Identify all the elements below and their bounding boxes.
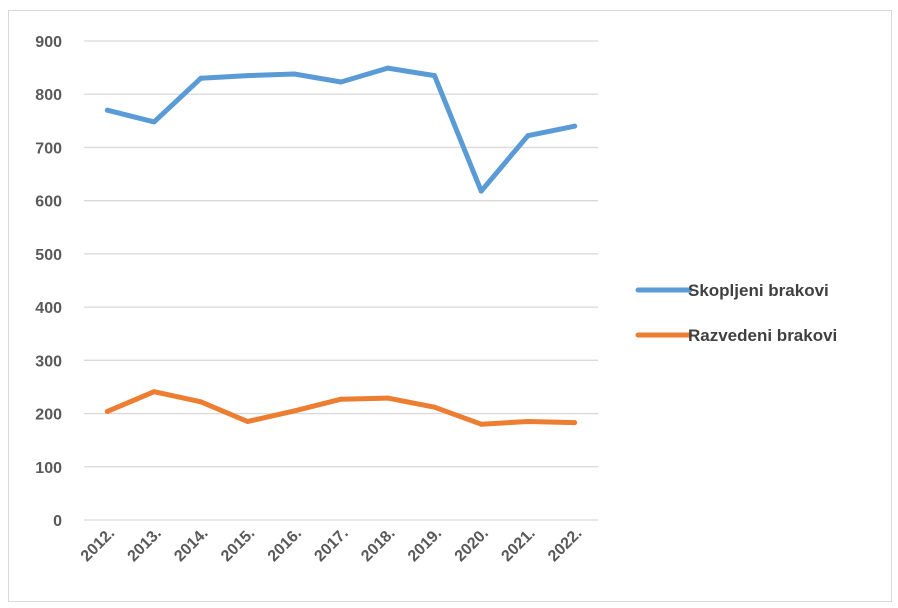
data-point [572, 123, 578, 129]
y-tick-label: 200 [35, 407, 62, 424]
y-tick-label: 500 [35, 247, 62, 264]
data-point [104, 107, 110, 113]
data-point [385, 65, 391, 71]
data-point [572, 420, 578, 426]
x-tick-label: 2017. [311, 525, 351, 565]
x-tick-label: 2020. [452, 525, 492, 565]
y-tick-label: 400 [35, 300, 62, 317]
legend: Skopljeni brakovi Razvedeni brakovi [635, 281, 837, 345]
legend-label: Skopljeni brakovi [688, 281, 829, 300]
data-point [291, 71, 297, 77]
data-point [198, 399, 204, 405]
series-lines [104, 65, 578, 427]
y-tick-label: 600 [35, 194, 62, 211]
data-point [525, 419, 531, 425]
x-tick-label: 2016. [265, 525, 305, 565]
series-line-2 [104, 389, 578, 427]
y-tick-label: 100 [35, 460, 62, 477]
data-point [151, 389, 157, 395]
x-tick-label: 2022. [545, 525, 585, 565]
y-tick-label: 0 [53, 513, 62, 530]
data-point [338, 79, 344, 85]
data-point [245, 73, 251, 79]
y-tick-label: 300 [35, 353, 62, 370]
data-point [385, 395, 391, 401]
data-point [478, 421, 484, 427]
y-tick-label: 800 [35, 87, 62, 104]
x-tick-label: 2018. [358, 525, 398, 565]
x-tick-label: 2013. [125, 525, 165, 565]
data-point [525, 133, 531, 139]
x-tick-label: 2015. [218, 525, 258, 565]
x-tick-label: 2021. [498, 525, 538, 565]
series-line-1 [104, 65, 578, 194]
x-axis-ticks: 2012. 2013. 2014. 2015. 2016. 2017. 2018. 2019.… [78, 525, 586, 565]
y-axis-ticks: 0 100 200 300 400 500 600 700 800 900 [35, 34, 62, 530]
data-point [478, 188, 484, 194]
x-tick-label: 2014. [171, 525, 211, 565]
legend-label: Razvedeni brakovi [688, 326, 837, 345]
data-point [104, 408, 110, 414]
data-point [198, 75, 204, 81]
y-tick-label: 900 [35, 34, 62, 51]
data-point [431, 73, 437, 79]
x-tick-label: 2019. [405, 525, 445, 565]
data-point [151, 119, 157, 125]
x-tick-label: 2012. [78, 525, 118, 565]
data-point [245, 419, 251, 425]
y-tick-label: 700 [35, 140, 62, 157]
data-point [431, 404, 437, 410]
data-point [291, 408, 297, 414]
data-point [338, 396, 344, 402]
gridlines [84, 40, 598, 521]
